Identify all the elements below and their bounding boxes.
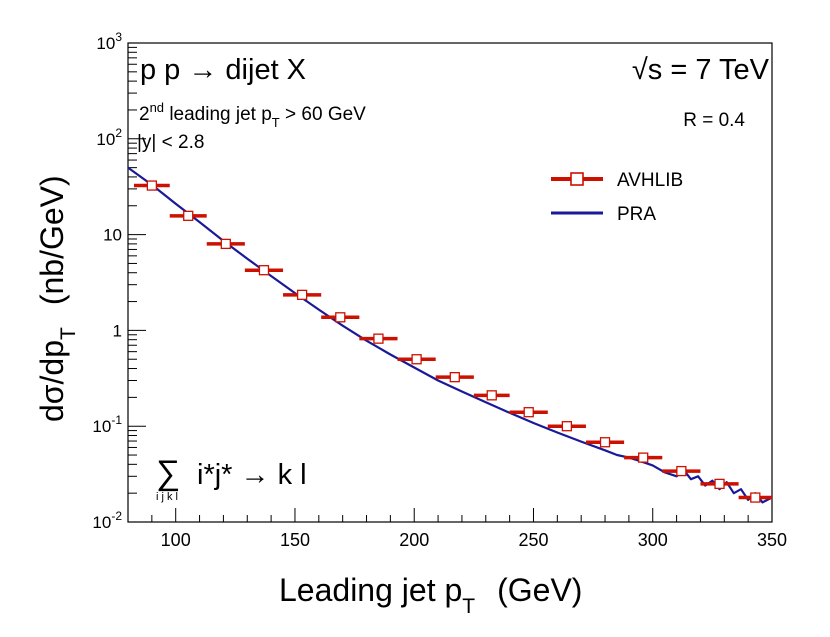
avhlib-bin-marker bbox=[486, 390, 497, 401]
y-axis-title-main: dσ/dp bbox=[34, 340, 70, 422]
avhlib-bin-marker bbox=[676, 465, 687, 477]
avhlib-bin-marker bbox=[220, 238, 231, 250]
avhlib-bin-marker bbox=[258, 265, 270, 276]
sum-index: i j k l bbox=[156, 491, 178, 503]
jet-cut-rank: 2 bbox=[139, 104, 150, 125]
avhlib-bin-marker bbox=[714, 478, 725, 490]
x-axis-title: Leading jet pT (GeV) bbox=[279, 572, 582, 618]
avhlib-bin-marker bbox=[296, 289, 308, 301]
avhlib-bin-marker bbox=[373, 333, 384, 344]
avhlib-bin-marker bbox=[523, 407, 534, 418]
sum-symbol: ∑ bbox=[156, 454, 180, 492]
avhlib-bin-marker bbox=[638, 452, 649, 463]
jet-cut-rank-sup: nd bbox=[150, 100, 164, 115]
avhlib-bin-marker bbox=[599, 437, 611, 448]
jet-cut-mid: leading jet p bbox=[164, 104, 272, 125]
avhlib-bin-marker bbox=[183, 210, 194, 221]
plot-frame bbox=[127, 42, 773, 523]
avhlib-series bbox=[133, 180, 772, 503]
x-tick-label: 150 bbox=[280, 530, 310, 550]
jet-cut-suffix: > 60 GeV bbox=[280, 104, 366, 125]
legend: AVHLIB PRA bbox=[551, 170, 683, 225]
x-tick-label: 350 bbox=[757, 530, 787, 550]
y-tick-label: 102 bbox=[96, 126, 122, 149]
legend-avhlib-marker bbox=[570, 172, 584, 186]
subprocess-label: i*j* → k l bbox=[197, 459, 307, 491]
x-axis: 100 150 200 250 300 350 bbox=[127, 508, 787, 550]
x-tick-label: 250 bbox=[518, 530, 548, 550]
avhlib-bin-marker bbox=[411, 354, 422, 365]
jet-cut-label: 2nd leading jet pT > 60 GeV bbox=[139, 100, 366, 130]
legend-pra-label: PRA bbox=[617, 204, 656, 225]
pra-curve bbox=[127, 166, 773, 504]
x-axis-title-main: Leading jet p bbox=[279, 572, 462, 608]
jet-cut-sub: T bbox=[272, 115, 280, 130]
y-axis: 10-2 10-1 1 10 102 103 bbox=[92, 30, 146, 532]
x-tick-label: 200 bbox=[399, 530, 429, 550]
process-label: p p → dijet X bbox=[140, 54, 306, 86]
legend-avhlib-label: AVHLIB bbox=[617, 170, 683, 191]
x-axis-title-sub: T bbox=[462, 595, 475, 618]
rapidity-cut-label: |y| < 2.8 bbox=[137, 132, 204, 153]
avhlib-bin-marker bbox=[750, 492, 761, 503]
y-axis-title-unit: (nb/GeV) bbox=[34, 175, 70, 305]
avhlib-bin-marker bbox=[146, 180, 158, 191]
radius-label: R = 0.4 bbox=[683, 110, 745, 131]
y-axis-title: dσ/dpT (nb/GeV) bbox=[34, 175, 80, 422]
y-tick-label: 1 bbox=[113, 321, 122, 340]
avhlib-bin-marker bbox=[561, 421, 573, 432]
y-tick-label: 10-2 bbox=[92, 509, 122, 532]
x-axis-title-unit: (GeV) bbox=[497, 572, 582, 608]
x-tick-label: 100 bbox=[161, 530, 191, 550]
y-tick-label: 103 bbox=[96, 30, 122, 53]
y-tick-label: 10-1 bbox=[92, 413, 122, 436]
energy-label: √s = 7 TeV bbox=[632, 54, 770, 86]
x-tick-label: 300 bbox=[638, 530, 668, 550]
y-tick-label: 10 bbox=[103, 226, 122, 245]
avhlib-bin-marker bbox=[335, 312, 346, 323]
y-axis-title-sub: T bbox=[57, 327, 80, 340]
avhlib-bin-marker bbox=[449, 372, 460, 383]
pra-series bbox=[127, 166, 773, 504]
